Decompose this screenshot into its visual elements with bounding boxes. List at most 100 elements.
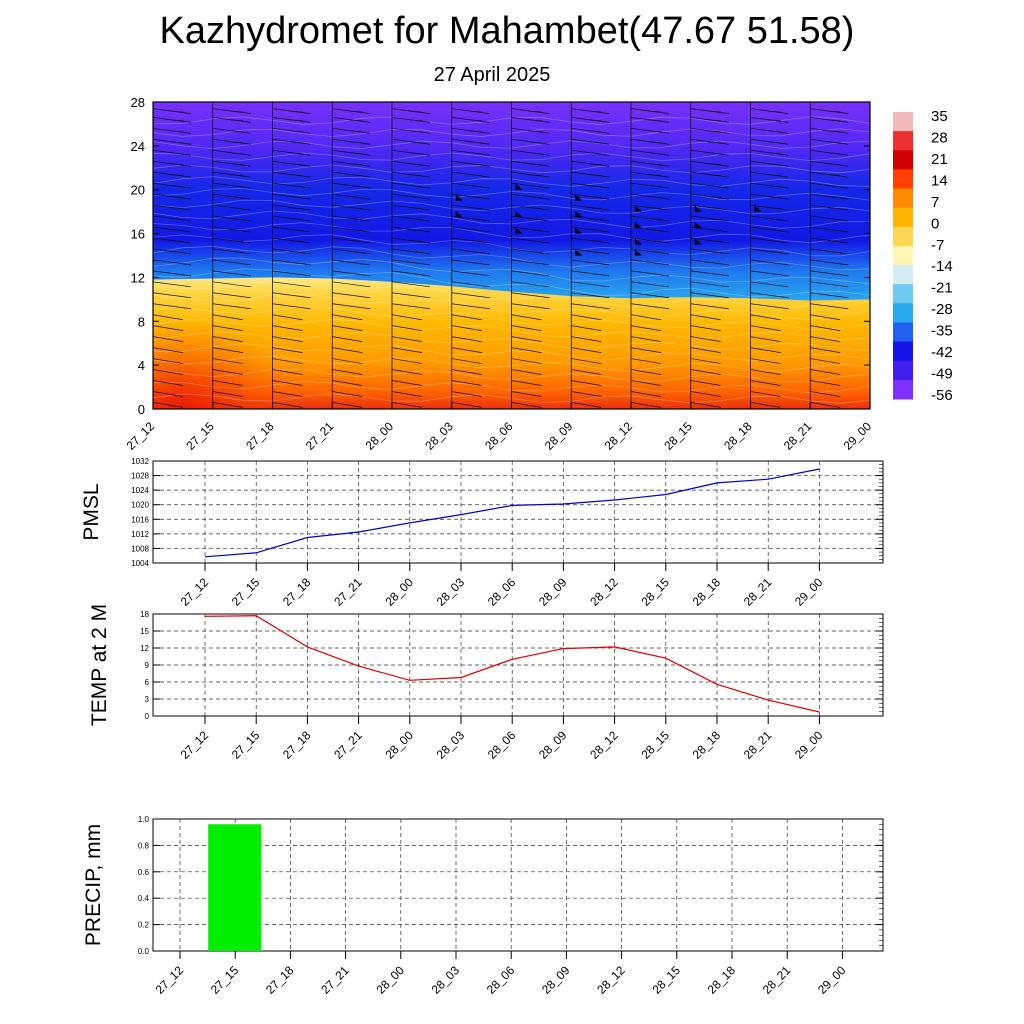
y-tick-label: 0 — [145, 712, 150, 721]
colorbar-label: 35 — [931, 108, 948, 125]
wind-barb — [391, 380, 423, 386]
y-tick-label: 1008 — [131, 544, 149, 553]
wind-pennant — [575, 211, 583, 218]
colorbar-swatch — [893, 226, 913, 247]
wind-barb — [153, 369, 184, 375]
x-tick-label: 28_15 — [638, 728, 672, 762]
wind-barb-feather — [468, 218, 483, 220]
wind-barb — [690, 380, 721, 386]
wind-barb — [272, 380, 303, 386]
wind-pennant — [635, 238, 642, 245]
wind-barb — [391, 270, 431, 277]
colorbar-label: -21 — [931, 280, 953, 297]
wind-barb — [212, 270, 251, 277]
wind-barb-feather — [349, 185, 363, 187]
wind-barb — [451, 358, 482, 364]
wind-barb — [272, 281, 311, 288]
y-tick-label: 0.4 — [138, 894, 150, 903]
wind-barb — [272, 336, 303, 343]
wind-barb — [511, 303, 550, 310]
wind-barb-feather — [349, 152, 363, 155]
wind-barb-feather — [648, 119, 662, 122]
wind-barb-feather — [528, 207, 542, 209]
wind-barb-feather — [468, 110, 483, 113]
colorbar-label: -7 — [931, 237, 944, 254]
wind-barb-feather — [767, 119, 781, 122]
wind-barb — [571, 336, 602, 343]
wind-barb — [212, 369, 243, 375]
x-tick-label: 29_00 — [841, 419, 875, 453]
wind-pennant — [515, 211, 523, 218]
wind-barb-feather — [229, 119, 244, 122]
wind-barb — [332, 380, 363, 386]
wind-barb-feather — [827, 196, 841, 198]
colorbar-label: -56 — [931, 387, 953, 404]
wind-barb — [272, 369, 303, 375]
wind-barb-feather — [827, 110, 841, 113]
x-tick-label: 27_12 — [178, 575, 212, 609]
wind-barb-feather — [588, 218, 602, 220]
x-tick-label: 28_18 — [705, 963, 739, 997]
precip-panel: 0.0 0.2 0.4 0.6 0.8 1.0 27_12 27_15 27_18 27_21 28… — [82, 815, 884, 997]
wind-barb — [571, 259, 610, 266]
wind-barb-feather — [648, 185, 662, 187]
wind-barb-feather — [528, 240, 542, 242]
wind-barb-feather — [468, 119, 483, 122]
wind-barb-feather — [588, 185, 602, 187]
x-tick-label: 27_15 — [183, 419, 217, 453]
wind-barb-feather — [588, 174, 602, 176]
colorbar-label: 14 — [931, 172, 948, 189]
wind-pennant — [694, 222, 702, 229]
wind-barb — [869, 402, 870, 403]
x-tick-label: 28_03 — [422, 419, 456, 453]
wind-barb — [511, 325, 542, 332]
wind-barb — [451, 281, 490, 288]
wind-barb-feather — [349, 163, 363, 166]
wind-barb-feather — [767, 141, 781, 144]
wind-barb-feather — [588, 196, 602, 198]
temp-2m-panel: 0 3 6 9 12 15 18 27_12 27_15 27_18 27_21 28_00 28_03… — [88, 604, 884, 762]
wind-barb — [451, 292, 490, 299]
colorbar-swatch — [893, 131, 913, 151]
wind-barb-feather — [648, 196, 662, 198]
wind-barb-feather — [170, 251, 184, 253]
wind-barb-feather — [767, 207, 781, 209]
wind-barb — [451, 336, 482, 343]
wind-barb-feather — [648, 174, 662, 176]
y-tick-label: 16 — [131, 227, 145, 242]
wind-barb — [511, 380, 542, 386]
wind-barb-feather — [409, 251, 423, 253]
wind-barb — [272, 347, 303, 353]
wind-barb — [332, 402, 363, 408]
wind-barb — [810, 292, 849, 299]
wind-barb-feather — [349, 207, 363, 209]
x-tick-label: 28_15 — [661, 419, 695, 453]
wind-barb — [810, 358, 841, 364]
wind-barb-feather — [170, 185, 184, 187]
wind-barb — [571, 281, 610, 288]
wind-barb-feather — [707, 240, 722, 242]
wind-barb-feather — [767, 185, 781, 187]
colorbar-label: -42 — [931, 344, 953, 361]
wind-barb-feather — [468, 207, 483, 209]
colorbar-swatch — [893, 303, 913, 323]
wind-barb-feather — [289, 152, 303, 155]
wind-barb — [571, 270, 610, 277]
wind-barb — [750, 347, 781, 353]
wind-barb — [630, 325, 662, 332]
y-tick-label: 0 — [138, 402, 145, 417]
wind-barb — [810, 391, 841, 397]
wind-barb-feather — [468, 185, 483, 187]
wind-barb — [511, 292, 550, 299]
wind-barb — [810, 347, 841, 353]
wind-barb — [630, 270, 670, 277]
colorbar-swatch — [893, 150, 913, 170]
x-tick-label: 28_00 — [382, 728, 416, 762]
x-tick-label: 28_03 — [434, 728, 468, 762]
x-tick-label: 27_15 — [229, 575, 263, 609]
wind-barb-feather — [170, 152, 184, 155]
wind-barb — [511, 347, 542, 353]
wind-barb — [332, 358, 363, 364]
wind-barb-feather — [349, 251, 363, 253]
